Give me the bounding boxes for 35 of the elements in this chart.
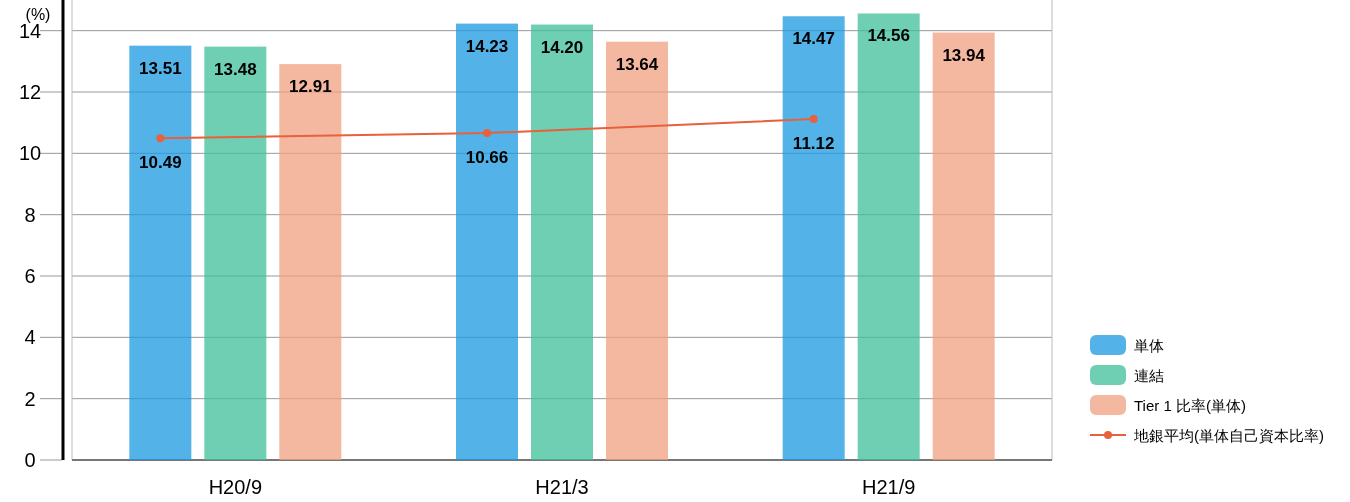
bar xyxy=(129,45,192,460)
data-label: 10.66 xyxy=(465,148,509,168)
data-label: 13.94 xyxy=(942,45,986,65)
data-label: 11.12 xyxy=(792,133,835,153)
y-tick-label: 4 xyxy=(24,326,36,349)
data-label: 10.49 xyxy=(139,153,182,173)
y-tick-label: 6 xyxy=(24,265,36,287)
legend-label: 単体 xyxy=(1134,337,1164,354)
y-tick-label: 8 xyxy=(24,203,36,226)
data-label: 14.20 xyxy=(540,37,584,57)
x-tick-label: H20/9 xyxy=(208,476,263,498)
data-label: 14.23 xyxy=(465,36,509,56)
bar xyxy=(782,16,845,460)
bar xyxy=(204,46,267,460)
legend-label: 連結 xyxy=(1134,367,1164,384)
data-label: 14.47 xyxy=(792,29,835,49)
data-label: 13.48 xyxy=(214,59,257,79)
data-label: 12.91 xyxy=(289,77,332,97)
bar xyxy=(857,13,920,460)
legend-label: Tier 1 比率(単体) xyxy=(1134,397,1246,414)
y-tick-label: 12 xyxy=(18,81,42,103)
bar xyxy=(279,64,342,460)
bar xyxy=(932,32,995,460)
y-tick-label: 2 xyxy=(24,387,36,410)
y-tick-label: 10 xyxy=(18,142,42,165)
data-label: 14.56 xyxy=(867,26,910,46)
y-tick-label: 0 xyxy=(24,449,36,471)
data-label: 13.51 xyxy=(139,58,182,78)
data-label: 13.64 xyxy=(615,54,659,74)
x-tick-label: H21/9 xyxy=(861,476,916,498)
bar xyxy=(531,24,593,460)
bar xyxy=(606,41,668,460)
legend-label: 地銀平均(単体自己資本比率) xyxy=(1133,427,1324,444)
bar xyxy=(456,23,518,460)
x-tick-label: H21/3 xyxy=(535,476,589,498)
